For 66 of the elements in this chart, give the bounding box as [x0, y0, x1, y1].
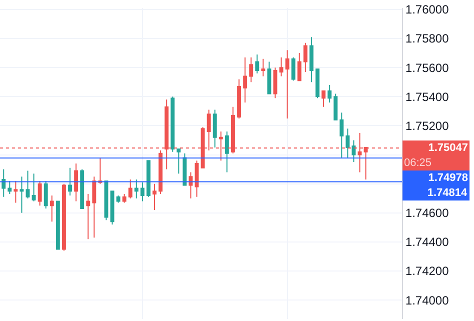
- candlestick: [243, 56, 248, 103]
- candlestick: [20, 176, 24, 214]
- candlestick: [176, 148, 181, 174]
- ref-line-label: 1.75047: [428, 142, 468, 154]
- candlestick: [309, 36, 314, 83]
- y-tick-label: 1.76000: [405, 2, 450, 17]
- candlestick: [316, 68, 320, 99]
- candlestick: [170, 96, 175, 152]
- candlestick: [38, 180, 42, 206]
- candlestick: [86, 194, 90, 240]
- candlestick: [158, 150, 163, 195]
- candlestick: [237, 78, 242, 119]
- candlestick: [297, 52, 302, 82]
- y-tick-label: 1.74200: [405, 264, 450, 278]
- y-tick-label: 1.74400: [405, 235, 450, 250]
- candlestick: [80, 168, 84, 210]
- candlestick: [8, 180, 12, 195]
- ref-line-label: 1.74814: [427, 187, 468, 199]
- candlestick: [255, 54, 260, 74]
- candlestick: [267, 61, 272, 94]
- candlestick: [44, 180, 48, 210]
- candlestick: [194, 160, 199, 198]
- candlestick: [14, 180, 18, 204]
- candlestick: [32, 173, 36, 202]
- candlestick: [92, 176, 96, 238]
- text: 06:25: [404, 157, 432, 169]
- candlestick: [122, 194, 126, 204]
- candlestick: [285, 50, 290, 119]
- candlestick: [188, 172, 193, 199]
- candlestick: [328, 84, 332, 103]
- candlestick: [279, 56, 284, 77]
- candlestick: [334, 93, 338, 120]
- candlestick: [182, 152, 187, 186]
- candlestick: [110, 190, 114, 226]
- candlestick: [146, 160, 150, 198]
- candlestick: [134, 178, 138, 199]
- y-tick-label: 1.75200: [405, 118, 450, 133]
- candlestick: [116, 194, 120, 204]
- candlestick: [273, 67, 278, 99]
- candlestick: [212, 109, 217, 148]
- candlestick: [68, 167, 72, 196]
- candlestick: [74, 163, 78, 202]
- candlestick: [62, 183, 66, 252]
- candlestick: [152, 183, 156, 210]
- candlestick: [140, 182, 144, 202]
- candlestick: [26, 170, 30, 199]
- candlestick: [322, 90, 326, 108]
- candlestick: [2, 168, 6, 198]
- candlestick: [224, 131, 229, 173]
- candlestick: [291, 56, 296, 82]
- candlestick: [50, 194, 54, 222]
- y-tick-label: 1.74000: [405, 293, 450, 308]
- candlestick: [249, 56, 254, 83]
- candlestick: [261, 58, 266, 77]
- y-tick-label: 1.74600: [405, 206, 450, 220]
- candlestick: [128, 178, 132, 199]
- candlestick: [56, 200, 60, 250]
- candlestick: [346, 128, 350, 158]
- candlestick: [352, 140, 356, 163]
- candlestick: [98, 157, 102, 184]
- y-tick-label: 1.75800: [405, 32, 450, 46]
- candlestick: [340, 112, 344, 158]
- candlestick: [303, 42, 308, 72]
- ref-line-label: 1.74978: [428, 172, 468, 184]
- y-tick-label: 1.75600: [405, 60, 450, 75]
- y-tick-label: 1.75400: [405, 90, 450, 104]
